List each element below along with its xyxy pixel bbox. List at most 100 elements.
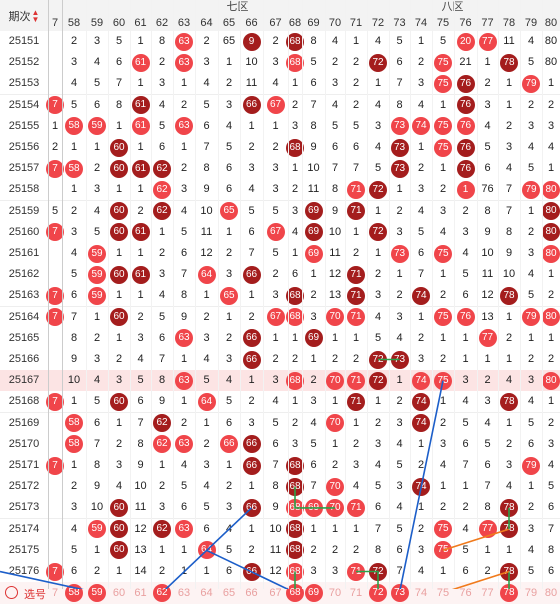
- miss-count: 1: [272, 119, 279, 132]
- miss-count: 3: [272, 162, 279, 175]
- period-number: 25157: [8, 162, 40, 175]
- miss-count: 3: [527, 119, 535, 132]
- drawn-number-ball: 74: [412, 286, 430, 305]
- period-number: 25161: [8, 247, 40, 259]
- column-gridline: [477, 0, 478, 589]
- draw-row[interactable]: [0, 433, 560, 455]
- miss-count: 4: [417, 565, 425, 577]
- miss-count: 13: [328, 289, 342, 302]
- miss-count: 1: [547, 162, 555, 175]
- miss-count: 4: [396, 437, 403, 450]
- draw-row[interactable]: [0, 73, 560, 95]
- miss-count: 2: [70, 204, 78, 217]
- draw-row[interactable]: [0, 200, 560, 222]
- miss-count: 1: [180, 395, 188, 408]
- miss-count: 8: [331, 183, 339, 196]
- draw-row[interactable]: [0, 243, 560, 264]
- miss-count: 5: [137, 374, 144, 387]
- miss-count: 3: [225, 98, 233, 111]
- miss-count: 1: [203, 565, 210, 577]
- miss-count: 3: [462, 225, 469, 238]
- miss-count: 7: [115, 77, 123, 90]
- column-number-header: 75: [436, 17, 450, 29]
- miss-count: 3: [272, 374, 279, 387]
- miss-count: 1: [396, 183, 403, 196]
- miss-count: 8: [93, 459, 101, 471]
- drawn-number-ball: 79: [522, 308, 540, 327]
- miss-count: 1: [439, 565, 447, 577]
- draw-row[interactable]: [0, 137, 560, 158]
- miss-count: 8: [505, 225, 513, 238]
- miss-count: 2: [93, 331, 101, 344]
- draw-row[interactable]: [0, 518, 560, 540]
- miss-count: 2: [462, 501, 469, 514]
- miss-count: 2: [374, 268, 382, 281]
- miss-count: 6: [331, 141, 339, 153]
- draw-row[interactable]: [0, 455, 560, 476]
- drawn-number-ball: 59: [88, 286, 106, 305]
- miss-count: 3: [203, 331, 210, 344]
- draw-row[interactable]: [0, 561, 560, 582]
- miss-count: 7: [248, 247, 255, 259]
- miss-count: 4: [527, 543, 535, 556]
- miss-count: 2: [248, 543, 255, 556]
- miss-count: 2: [291, 416, 299, 429]
- miss-count: 6: [158, 331, 166, 344]
- miss-count: 2: [248, 310, 255, 323]
- draw-row[interactable]: [0, 349, 560, 370]
- drawn-number-ball: 60: [110, 392, 128, 411]
- drawn-number-ball: 62: [153, 520, 171, 539]
- miss-count: 3: [417, 543, 425, 556]
- miss-count: 1: [93, 543, 101, 556]
- column-number-header: 72: [371, 17, 385, 29]
- drawn-number-ball: 63: [175, 117, 193, 136]
- miss-count: 4: [374, 310, 382, 323]
- miss-count: 1: [439, 98, 447, 111]
- miss-count: 1: [374, 77, 382, 90]
- miss-count: 3: [374, 289, 382, 302]
- column-gridline: [240, 0, 241, 589]
- miss-count: 7: [547, 522, 555, 535]
- trend-line: [399, 380, 444, 589]
- drawn-number-ball: 63: [175, 32, 193, 51]
- miss-count: 4: [310, 416, 317, 429]
- miss-count: 1: [484, 543, 491, 556]
- miss-count: 2: [439, 416, 447, 429]
- miss-count: 8: [203, 162, 210, 175]
- miss-count: 2: [310, 543, 317, 556]
- column-number-header: 77: [481, 17, 494, 29]
- column-separator: [62, 0, 63, 589]
- miss-count: 1: [439, 331, 447, 344]
- miss-count: 3: [310, 565, 317, 577]
- miss-count: 1: [115, 565, 123, 577]
- zone-header: 八区: [441, 1, 464, 13]
- period-number: 25166: [8, 353, 40, 365]
- draw-row[interactable]: [0, 179, 560, 201]
- drawn-number-ball: 75: [434, 371, 452, 390]
- miss-count: 7: [310, 98, 317, 111]
- miss-count: 3: [225, 353, 233, 365]
- draw-row[interactable]: [0, 31, 560, 52]
- miss-count: 1: [291, 395, 299, 408]
- draw-row[interactable]: [0, 539, 560, 561]
- miss-count: 2: [505, 437, 513, 450]
- miss-count: 4: [93, 56, 101, 69]
- miss-count: 4: [374, 98, 382, 111]
- miss-count: 8: [272, 480, 279, 493]
- miss-count: 2: [248, 395, 255, 408]
- sort-icon[interactable]: ▲ ▼: [31, 8, 40, 24]
- miss-count: 5: [203, 98, 210, 111]
- miss-count: 8: [547, 543, 555, 556]
- miss-count: 12: [200, 247, 213, 259]
- miss-count: 1: [137, 35, 144, 47]
- drawn-number-ball: 60: [110, 223, 128, 242]
- period-column-header[interactable]: 期次 ▲ ▼: [0, 0, 48, 33]
- miss-count: 3: [527, 374, 535, 387]
- drawn-number-ball: 65: [220, 286, 238, 305]
- drawn-number-ball: 69: [304, 202, 323, 221]
- miss-count: 4: [417, 204, 425, 217]
- drawn-number-ball: 64: [197, 265, 216, 284]
- draw-row[interactable]: [0, 497, 560, 519]
- miss-count: 4: [462, 522, 469, 535]
- draw-row[interactable]: [0, 327, 560, 349]
